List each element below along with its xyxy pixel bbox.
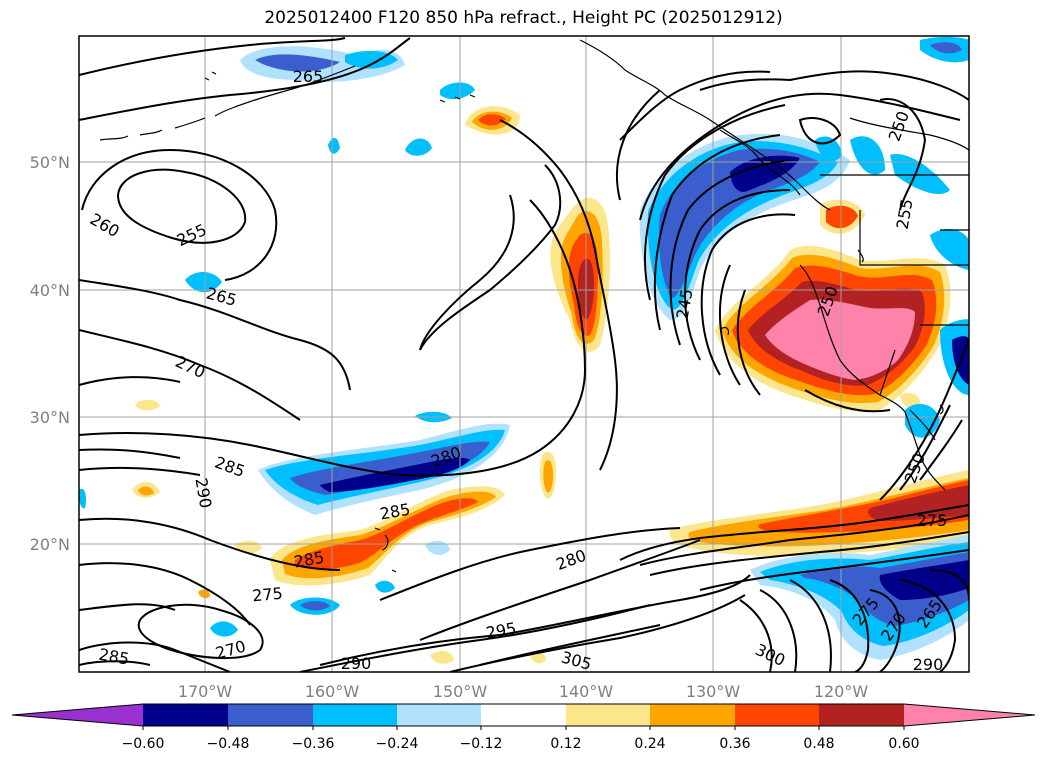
lon-label-140w: 140°W: [559, 682, 614, 701]
anomaly-blue-trough: [639, 37, 969, 320]
plot-frame: [78, 35, 970, 673]
lon-label-130w: 130°W: [686, 682, 741, 701]
anomaly-blue-subtropical: [258, 423, 510, 515]
colorbar-tick: 0.60: [888, 736, 919, 752]
colorbar-tick: 0.12: [550, 736, 581, 752]
contour-label: 275: [251, 584, 283, 606]
longitude-labels: 170°W 160°W 150°W 140°W 130°W 120°W: [178, 682, 869, 701]
lat-label-40n: 40°N: [30, 281, 70, 300]
colorbar-tick: −0.36: [292, 736, 335, 752]
lat-label-50n: 50°N: [30, 153, 70, 172]
colorbar-tick: −0.48: [207, 736, 250, 752]
latitude-labels: 50°N 40°N 30°N 20°N: [30, 153, 70, 554]
colorbar-tick: 0.24: [634, 736, 665, 752]
lon-label-160w: 160°W: [305, 682, 360, 701]
anomaly-orange-subtropical: [132, 399, 546, 664]
colorbar-swatch: [566, 704, 650, 726]
colorbar-tick: −0.24: [376, 736, 419, 752]
colorbar: −0.60 −0.48 −0.36 −0.24 −0.12 0.12 0.24 …: [11, 703, 1036, 752]
contour-label: 275: [917, 511, 948, 530]
colorbar-swatch: [650, 704, 735, 726]
colorbar-swatch: [397, 704, 481, 726]
contour-label: 290: [341, 654, 372, 673]
anomaly-blue-southeast: [750, 319, 969, 660]
map-title: 2025012400 F120 850 hPa refract., Height…: [264, 8, 783, 28]
anomaly-blue-north: [185, 46, 475, 423]
anomaly-warm-southwest: [715, 199, 951, 412]
lat-label-30n: 30°N: [30, 408, 70, 427]
lon-label-120w: 120°W: [814, 682, 869, 701]
contour-labels: 265 260 255 265 270 285 290 280 285 285 …: [87, 67, 948, 674]
lat-label-20n: 20°N: [30, 535, 70, 554]
anomaly-orange-band: [539, 197, 610, 499]
contour-label: 265: [293, 67, 324, 86]
colorbar-tick: −0.12: [460, 736, 503, 752]
lon-label-170w: 170°W: [178, 682, 233, 701]
graticule: [79, 36, 969, 672]
contour-label: 290: [913, 655, 944, 674]
colorbar-tick: −0.60: [122, 736, 165, 752]
anomaly-orange-north: [465, 106, 520, 135]
colorbar-swatch: [481, 704, 566, 726]
colorbar-swatch: [819, 704, 904, 726]
lon-label-150w: 150°W: [433, 682, 488, 701]
colorbar-extend-low: [12, 704, 143, 726]
anomaly-blue-south: [79, 488, 450, 637]
colorbar-swatch: [735, 704, 819, 726]
colorbar-tick: 0.48: [803, 736, 834, 752]
colorbar-tick: 0.36: [719, 736, 750, 752]
height-contours: [79, 37, 969, 672]
colorbar-swatch: [313, 704, 397, 726]
colorbar-swatch: [228, 704, 313, 726]
colorbar-swatch: [143, 704, 228, 726]
colorbar-extend-high: [904, 704, 1035, 726]
coastlines: [99, 39, 969, 573]
